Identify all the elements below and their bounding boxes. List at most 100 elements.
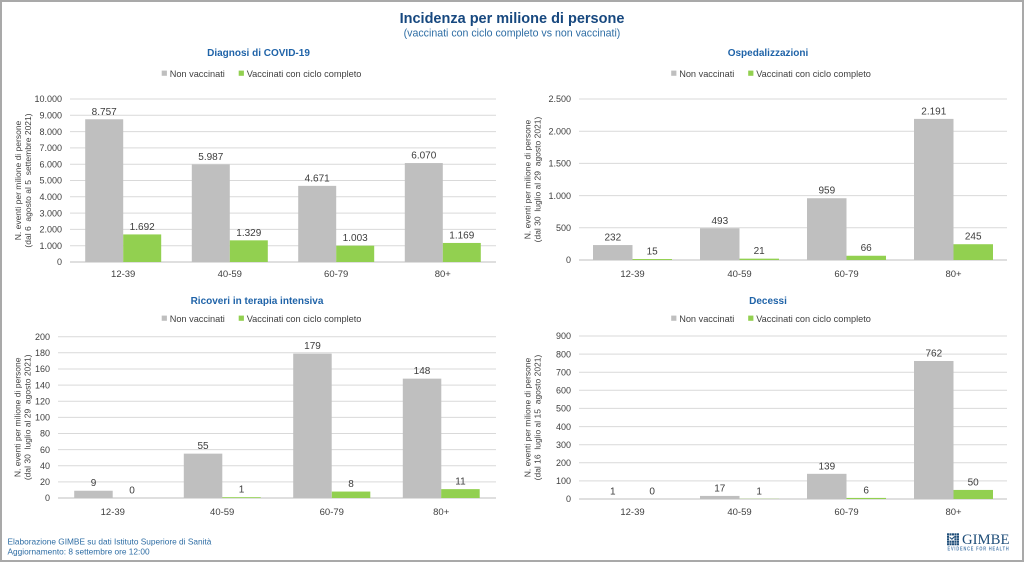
- svg-text:700: 700: [556, 367, 571, 377]
- svg-text:60-79: 60-79: [834, 507, 858, 518]
- svg-text:120: 120: [35, 396, 50, 406]
- svg-text:1.169: 1.169: [449, 230, 474, 241]
- svg-text:1.329: 1.329: [236, 228, 261, 239]
- svg-text:11: 11: [455, 477, 466, 488]
- svg-text:0: 0: [57, 257, 62, 267]
- svg-text:5.000: 5.000: [39, 176, 62, 186]
- svg-text:600: 600: [556, 386, 571, 396]
- svg-text:40-59: 40-59: [210, 507, 234, 518]
- svg-text:1: 1: [756, 486, 762, 497]
- svg-text:0: 0: [649, 487, 655, 498]
- svg-text:180: 180: [35, 348, 50, 358]
- svg-text:200: 200: [556, 458, 571, 468]
- svg-text:N. eventi per milione di perso: N. eventi per milione di persone: [523, 357, 533, 477]
- svg-text:60: 60: [40, 445, 50, 455]
- svg-text:0: 0: [566, 494, 571, 504]
- svg-text:6: 6: [863, 485, 869, 496]
- svg-text:1: 1: [610, 486, 616, 497]
- svg-text:(dal 6 agosto al 5 settembre: (dal 6 agosto al 5 settembre 2021): [23, 113, 33, 247]
- svg-text:0: 0: [566, 255, 571, 265]
- svg-text:200: 200: [35, 332, 50, 342]
- svg-text:8: 8: [348, 479, 354, 490]
- svg-text:100: 100: [556, 476, 571, 486]
- svg-text:Incidenza per milione di perso: Incidenza per milione di persone: [400, 11, 625, 27]
- svg-text:2.191: 2.191: [921, 106, 946, 117]
- svg-text:50: 50: [968, 477, 980, 488]
- svg-text:7.000: 7.000: [39, 143, 62, 153]
- svg-text:12-39: 12-39: [111, 269, 135, 280]
- svg-text:140: 140: [35, 380, 50, 390]
- svg-text:Decessi: Decessi: [749, 296, 787, 307]
- svg-text:80+: 80+: [945, 269, 962, 280]
- svg-text:148: 148: [414, 366, 431, 377]
- svg-text:800: 800: [556, 349, 571, 359]
- svg-text:4.671: 4.671: [305, 173, 330, 184]
- svg-text:6.000: 6.000: [39, 159, 62, 169]
- svg-text:179: 179: [304, 341, 321, 352]
- svg-text:1.000: 1.000: [39, 241, 62, 251]
- svg-text:GIMBE: GIMBE: [962, 532, 1010, 548]
- svg-text:1.003: 1.003: [343, 233, 368, 244]
- svg-text:Non vaccinati: Non vaccinati: [679, 69, 734, 79]
- svg-text:Ospedalizzazioni: Ospedalizzazioni: [728, 48, 809, 59]
- svg-text:1.000: 1.000: [548, 191, 571, 201]
- svg-text:493: 493: [711, 216, 728, 227]
- svg-text:8.757: 8.757: [92, 107, 117, 118]
- svg-text:(dal 30 luglio al 29 agosto: (dal 30 luglio al 29 agosto 2021): [533, 116, 543, 242]
- svg-text:5.987: 5.987: [198, 152, 223, 163]
- svg-text:40-59: 40-59: [727, 507, 751, 518]
- svg-text:1: 1: [239, 485, 245, 496]
- svg-text:959: 959: [818, 186, 835, 197]
- svg-text:Non vaccinati: Non vaccinati: [170, 314, 225, 324]
- svg-text:500: 500: [556, 404, 571, 414]
- svg-text:0: 0: [45, 493, 50, 503]
- svg-text:80+: 80+: [433, 507, 450, 518]
- svg-text:N. eventi per milione di perso: N. eventi per milione di persone: [13, 120, 23, 240]
- svg-text:Vaccinati con ciclo completo: Vaccinati con ciclo completo: [756, 314, 871, 324]
- svg-text:(dal 16 luglio al 15 agosto: (dal 16 luglio al 15 agosto 2021): [533, 354, 543, 480]
- svg-text:900: 900: [556, 331, 571, 341]
- svg-text:1.692: 1.692: [130, 222, 155, 233]
- svg-text:Vaccinati con ciclo completo: Vaccinati con ciclo completo: [756, 69, 871, 79]
- svg-text:400: 400: [556, 422, 571, 432]
- svg-text:232: 232: [604, 233, 621, 244]
- svg-text:40-59: 40-59: [218, 269, 242, 280]
- svg-text:160: 160: [35, 364, 50, 374]
- svg-text:60-79: 60-79: [834, 269, 858, 280]
- svg-text:20: 20: [40, 477, 50, 487]
- svg-text:2.000: 2.000: [548, 126, 571, 136]
- svg-text:(vaccinati con ciclo completo: (vaccinati con ciclo completo vs non vac…: [404, 28, 621, 40]
- svg-text:17: 17: [714, 483, 726, 494]
- svg-text:55: 55: [197, 441, 209, 452]
- svg-text:100: 100: [35, 413, 50, 423]
- svg-text:80+: 80+: [435, 269, 452, 280]
- svg-text:66: 66: [861, 243, 873, 254]
- svg-text:12-39: 12-39: [620, 269, 644, 280]
- svg-text:60-79: 60-79: [324, 269, 348, 280]
- svg-text:N. eventi per milione di perso: N. eventi per milione di persone: [13, 357, 23, 477]
- svg-text:Non vaccinati: Non vaccinati: [170, 69, 225, 79]
- svg-text:2.000: 2.000: [39, 225, 62, 235]
- svg-text:60-79: 60-79: [320, 507, 344, 518]
- svg-text:9: 9: [91, 478, 97, 489]
- svg-text:80: 80: [40, 429, 50, 439]
- svg-text:Aggiornamento: 8 settembre ore: Aggiornamento: 8 settembre ore 12:00: [8, 547, 150, 557]
- svg-text:2.500: 2.500: [548, 94, 571, 104]
- svg-text:Non vaccinati: Non vaccinati: [679, 314, 734, 324]
- svg-text:8.000: 8.000: [39, 127, 62, 137]
- svg-text:4.000: 4.000: [39, 192, 62, 202]
- svg-text:10.000: 10.000: [34, 94, 62, 104]
- svg-text:40: 40: [40, 461, 50, 471]
- svg-text:EVIDENCE FOR HEALTH: EVIDENCE FOR HEALTH: [948, 547, 1010, 553]
- svg-text:Diagnosi di COVID-19: Diagnosi di COVID-19: [207, 48, 310, 59]
- svg-text:Vaccinati con ciclo completo: Vaccinati con ciclo completo: [247, 314, 362, 324]
- svg-text:139: 139: [818, 461, 835, 472]
- svg-text:12-39: 12-39: [101, 507, 125, 518]
- svg-text:1.500: 1.500: [548, 159, 571, 169]
- svg-text:21: 21: [754, 246, 766, 257]
- svg-text:245: 245: [965, 232, 982, 243]
- svg-text:12-39: 12-39: [620, 507, 644, 518]
- svg-text:500: 500: [556, 223, 571, 233]
- svg-text:(dal 30 luglio al 29 agosto: (dal 30 luglio al 29 agosto 2021): [23, 354, 33, 480]
- svg-text:0: 0: [129, 486, 135, 497]
